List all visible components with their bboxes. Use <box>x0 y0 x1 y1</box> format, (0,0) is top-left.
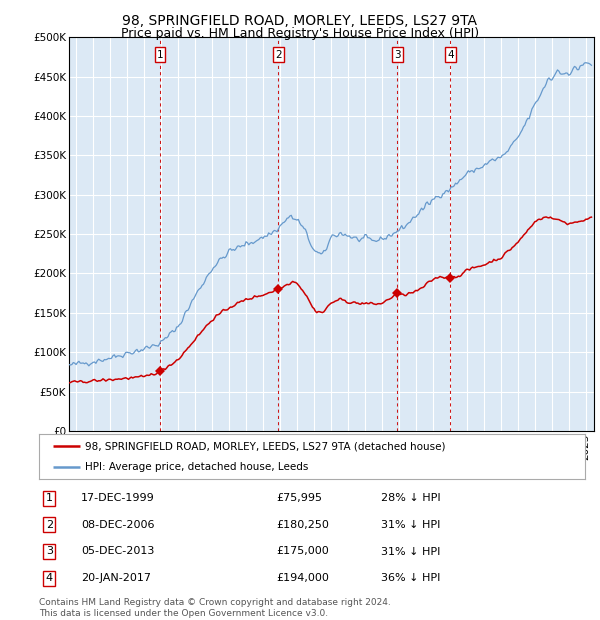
Text: 4: 4 <box>46 573 53 583</box>
Text: £194,000: £194,000 <box>276 573 329 583</box>
Text: £180,250: £180,250 <box>276 520 329 530</box>
Text: 98, SPRINGFIELD ROAD, MORLEY, LEEDS, LS27 9TA: 98, SPRINGFIELD ROAD, MORLEY, LEEDS, LS2… <box>122 14 478 28</box>
Text: 2: 2 <box>275 50 282 60</box>
Text: 1: 1 <box>157 50 163 60</box>
Text: 4: 4 <box>447 50 454 60</box>
Text: 08-DEC-2006: 08-DEC-2006 <box>81 520 155 530</box>
Text: 36% ↓ HPI: 36% ↓ HPI <box>381 573 440 583</box>
Text: 3: 3 <box>394 50 401 60</box>
Text: 17-DEC-1999: 17-DEC-1999 <box>81 493 155 503</box>
Text: 31% ↓ HPI: 31% ↓ HPI <box>381 546 440 557</box>
Text: 98, SPRINGFIELD ROAD, MORLEY, LEEDS, LS27 9TA (detached house): 98, SPRINGFIELD ROAD, MORLEY, LEEDS, LS2… <box>85 441 446 451</box>
Text: 05-DEC-2013: 05-DEC-2013 <box>81 546 154 557</box>
Text: £175,000: £175,000 <box>276 546 329 557</box>
Text: Contains HM Land Registry data © Crown copyright and database right 2024.
This d: Contains HM Land Registry data © Crown c… <box>39 598 391 618</box>
Text: 20-JAN-2017: 20-JAN-2017 <box>81 573 151 583</box>
Text: 2: 2 <box>46 520 53 530</box>
Text: 28% ↓ HPI: 28% ↓ HPI <box>381 493 440 503</box>
Text: 3: 3 <box>46 546 53 557</box>
Text: Price paid vs. HM Land Registry's House Price Index (HPI): Price paid vs. HM Land Registry's House … <box>121 27 479 40</box>
Text: HPI: Average price, detached house, Leeds: HPI: Average price, detached house, Leed… <box>85 463 309 472</box>
Text: 31% ↓ HPI: 31% ↓ HPI <box>381 520 440 530</box>
Text: 1: 1 <box>46 493 53 503</box>
Text: £75,995: £75,995 <box>276 493 322 503</box>
